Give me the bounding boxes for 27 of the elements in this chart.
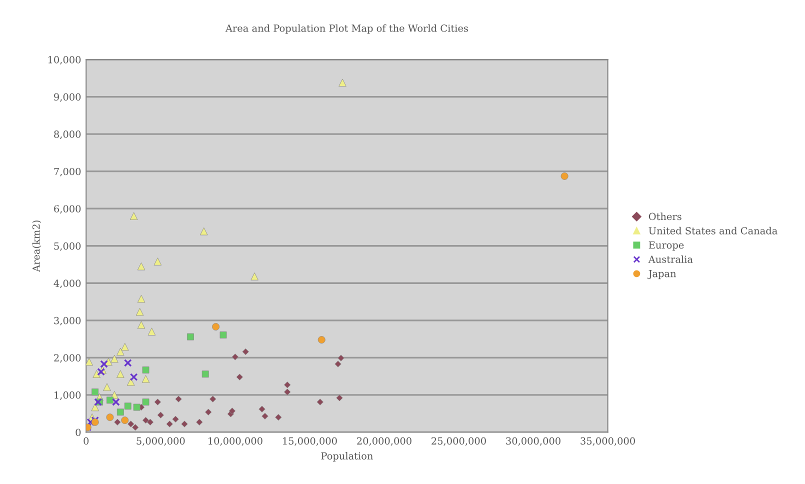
legend-label: Australia [648,255,693,263]
x-axis-title: Population [321,452,373,462]
y-tick-label: 2,000 [54,354,81,363]
y-tick-label: 3,000 [54,316,81,326]
legend-label: United States and Canada [648,226,778,234]
x-tick-label: 25,000,000 [432,437,486,446]
y-tick-label: 9,000 [54,93,81,102]
x-tick-label: 30,000,000 [506,437,560,446]
x-tick-label: 10,000,000 [208,437,262,446]
x-tick-label: 35,000,000 [580,437,635,446]
x-tick-label: 5,000,000 [136,437,185,446]
y-tick-label: 4,000 [54,280,81,288]
legend-label: Others [648,212,682,220]
y-tick-label: 10,000 [48,56,81,65]
x-tick-label: 0 [84,437,89,445]
y-tick-label: 7,000 [54,168,81,176]
y-tick-label: 1,000 [54,391,81,400]
y-tick-label: 8,000 [54,130,81,140]
x-tick-label: 15,000,000 [283,437,337,446]
y-axis-title: Area(km2) [32,220,42,272]
y-tick-label: 5,000 [54,242,81,251]
chart-title: Area and Population Plot Map of the World Cities [225,24,468,34]
legend-label: Japan [648,270,676,280]
y-tick-label: 0 [76,428,81,436]
legend-label: Europe [648,241,684,251]
y-tick-label: 6,000 [54,205,81,214]
x-tick-label: 20,000,000 [357,437,412,446]
